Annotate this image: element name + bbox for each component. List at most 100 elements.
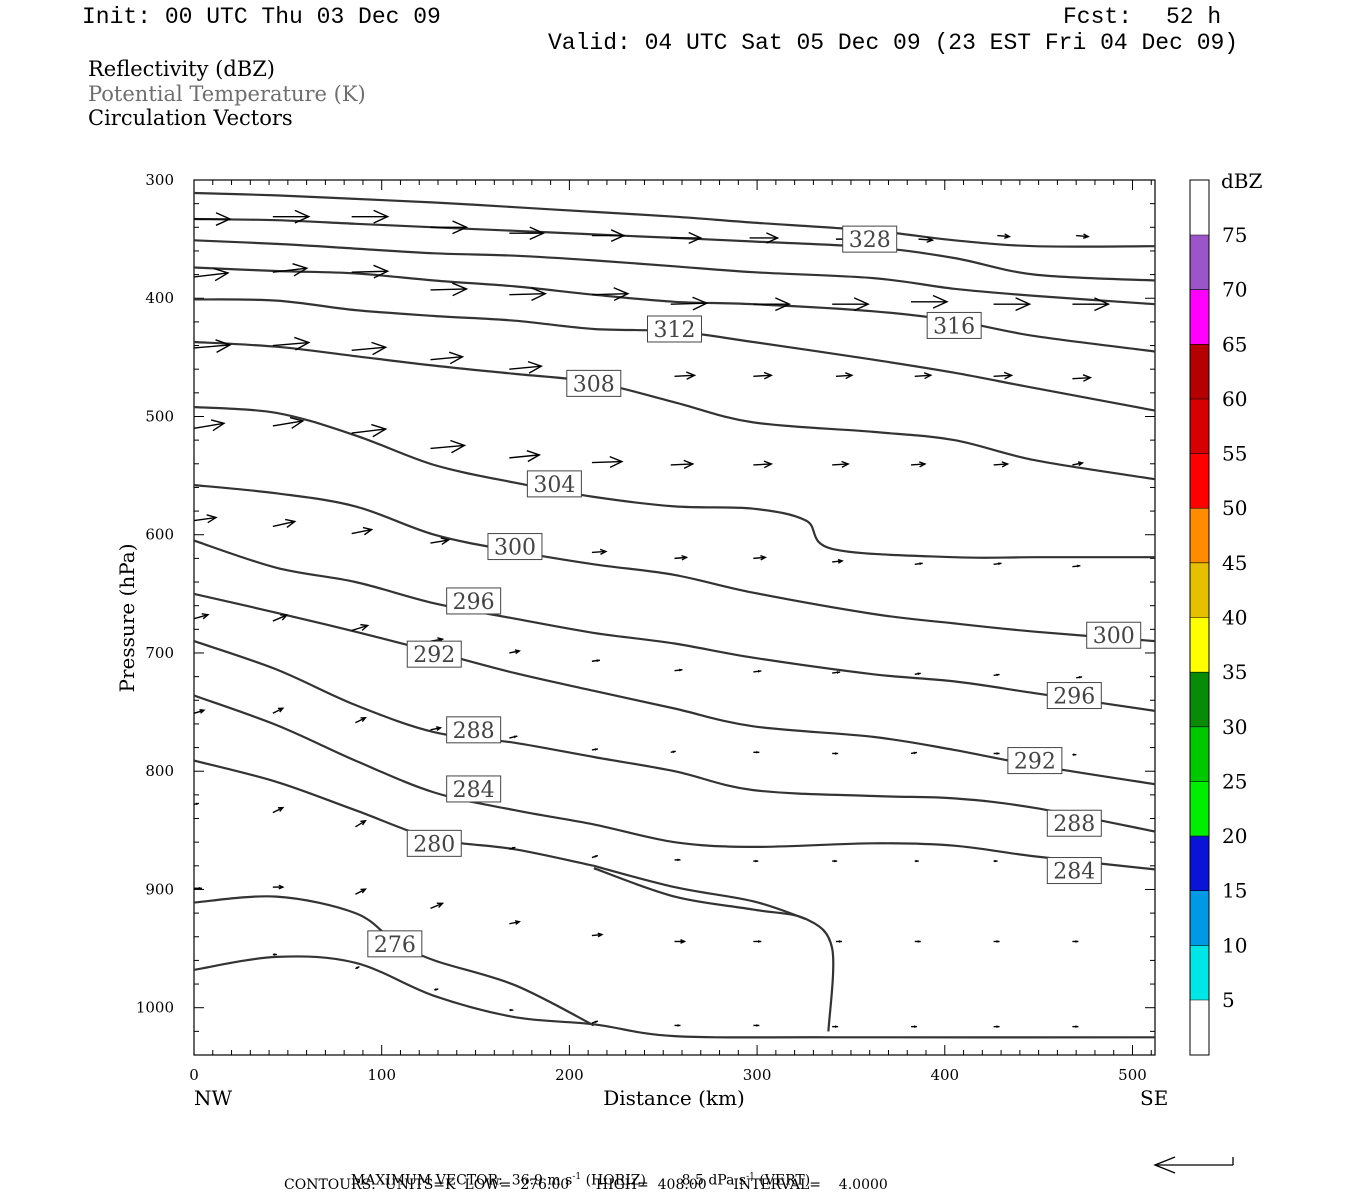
contour-label-box bbox=[487, 533, 543, 561]
superscript: -1 bbox=[572, 1172, 582, 1182]
circulation-vector bbox=[1076, 233, 1090, 239]
vector-head bbox=[1078, 675, 1083, 679]
vector-head bbox=[594, 1020, 598, 1024]
vector-head bbox=[360, 716, 367, 722]
circulation-vector bbox=[272, 806, 285, 814]
circulation-vector bbox=[910, 751, 918, 755]
circulation-vector bbox=[351, 526, 374, 536]
vector-head bbox=[436, 902, 445, 909]
circulation-vector bbox=[509, 649, 522, 655]
vector-head bbox=[923, 372, 933, 380]
vector-head bbox=[277, 806, 285, 812]
vector-head bbox=[1015, 297, 1032, 312]
vector-head bbox=[835, 1025, 839, 1028]
circulation-vector bbox=[509, 450, 542, 463]
vector-head bbox=[763, 371, 774, 380]
circulation-vector bbox=[753, 669, 762, 673]
circulation-vector bbox=[674, 1024, 681, 1027]
circulation-vector bbox=[832, 297, 870, 312]
vector-head bbox=[594, 855, 598, 858]
vector-head bbox=[360, 623, 370, 631]
x-tick-label: 300 bbox=[743, 1066, 772, 1084]
max-horiz-value: 36.9 m s bbox=[511, 1172, 573, 1189]
circulation-vector bbox=[272, 884, 285, 890]
vector-head bbox=[596, 659, 600, 663]
vector-shaft bbox=[272, 806, 284, 814]
vector-head bbox=[294, 209, 311, 224]
circulation-vector bbox=[993, 297, 1032, 312]
y-tick-label: 300 bbox=[145, 171, 174, 189]
vector-head bbox=[206, 514, 218, 524]
theta-contour-line bbox=[194, 239, 1155, 306]
vector-head bbox=[766, 232, 780, 244]
vector-head bbox=[758, 940, 762, 943]
contour-label-box bbox=[446, 716, 502, 744]
vector-head bbox=[371, 423, 388, 438]
theta-contour-line bbox=[194, 539, 1155, 712]
vector-shaft bbox=[1072, 376, 1091, 380]
circulation-vector bbox=[753, 940, 762, 943]
theta-contour-line bbox=[593, 867, 835, 1032]
vector-head bbox=[1077, 564, 1081, 568]
contour-label-box bbox=[926, 311, 982, 339]
vector-head bbox=[529, 226, 546, 240]
contour-label-box bbox=[1007, 747, 1063, 775]
theta-contour-line bbox=[194, 895, 595, 1027]
vector-head bbox=[834, 859, 838, 863]
circulation-vector bbox=[591, 455, 624, 469]
vector-shaft bbox=[835, 374, 852, 377]
vector-shaft bbox=[753, 374, 772, 377]
circulation-vector bbox=[1072, 564, 1081, 568]
circulation-vector bbox=[993, 371, 1014, 380]
vector-head bbox=[994, 859, 998, 863]
vector-shaft bbox=[753, 556, 766, 560]
circulation-vector bbox=[914, 859, 919, 863]
circulation-vector bbox=[430, 726, 443, 732]
vector-head bbox=[926, 236, 935, 243]
vector-head bbox=[512, 846, 516, 850]
circulation-vector bbox=[430, 902, 445, 910]
colorbar-label: 70 bbox=[1222, 278, 1247, 302]
colorbar-label: 20 bbox=[1222, 824, 1247, 848]
theta-contour-line bbox=[194, 759, 595, 867]
colorbar-swatch bbox=[1190, 289, 1209, 345]
circulation-vector bbox=[509, 226, 546, 240]
circulation-vector bbox=[351, 209, 390, 224]
y-minor-ticks bbox=[194, 179, 1155, 1056]
colorbar-label: 10 bbox=[1222, 933, 1247, 957]
vert-unit: (VERT) bbox=[759, 1172, 811, 1189]
vector-head bbox=[1003, 371, 1014, 380]
vector-head bbox=[1077, 461, 1085, 467]
colorbar-swatch bbox=[1190, 890, 1209, 946]
contour-label-box bbox=[842, 225, 898, 253]
y-tick-label: 700 bbox=[145, 644, 174, 662]
circulation-vector bbox=[509, 846, 516, 850]
y-tick-label: 900 bbox=[145, 880, 174, 898]
valid-time: Valid: 04 UTC Sat 05 Dec 09 (23 EST Fri … bbox=[548, 30, 1239, 56]
vector-shaft bbox=[591, 550, 606, 554]
colorbar bbox=[1189, 179, 1210, 1056]
vector-shaft bbox=[355, 820, 366, 828]
contour-label-box bbox=[406, 640, 462, 668]
vector-head bbox=[1001, 461, 1010, 468]
y-tick-label: 1000 bbox=[136, 999, 174, 1017]
vector-head bbox=[280, 614, 289, 621]
circulation-vector bbox=[832, 558, 844, 564]
vector-head bbox=[292, 263, 309, 277]
circulation-vector bbox=[910, 461, 927, 468]
vector-shaft bbox=[993, 374, 1012, 377]
vector-shaft bbox=[351, 624, 368, 632]
circulation-vector bbox=[1072, 461, 1085, 467]
colorbar-swatch bbox=[1190, 836, 1209, 891]
contour-label-text: 288 bbox=[1053, 812, 1095, 837]
circulation-vector bbox=[194, 514, 218, 524]
circulation-vector bbox=[1072, 1025, 1079, 1028]
contour-label-text: 304 bbox=[533, 473, 575, 498]
x-tick-labels: 0 100 200 300 400 500 bbox=[189, 1066, 1147, 1084]
x-tick-label: 100 bbox=[367, 1066, 396, 1084]
plot-frame bbox=[193, 179, 1156, 1056]
contour-label: 280 bbox=[406, 829, 462, 857]
colorbar-swatch bbox=[1190, 344, 1209, 399]
vector-shaft bbox=[670, 302, 707, 305]
